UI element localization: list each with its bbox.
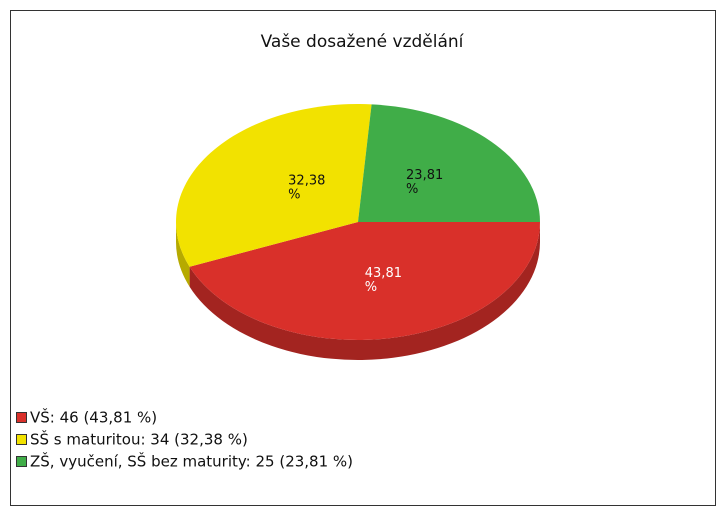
legend-label: ZŠ, vyučení, SŠ bez maturity: 25 (23,81 … (30, 452, 353, 471)
slice-side (189, 222, 540, 360)
data-label-part: % (365, 279, 377, 294)
slice-side (176, 222, 190, 287)
data-label-part: % (288, 187, 300, 202)
legend-label: VŠ: 46 (43,81 %) (30, 408, 157, 427)
chart-title: Vaše dosažené vzdělání (261, 32, 465, 52)
legend-label: SŠ s maturitou: 34 (32,38 %) (30, 430, 248, 449)
legend-swatch (16, 434, 27, 445)
data-label-part: 23,81 (406, 167, 443, 182)
data-label: 32,38% (288, 173, 325, 202)
data-label-part: % (406, 181, 418, 196)
slice (176, 103, 372, 267)
data-label: 23,81% (406, 167, 443, 196)
legend-swatch (16, 412, 27, 423)
data-label-part: 32,38 (288, 173, 325, 188)
slice (358, 104, 540, 222)
slice (189, 222, 540, 341)
legend-swatch (16, 456, 27, 467)
data-label-part: 43,81 (365, 265, 402, 280)
data-label: 43,81% (365, 265, 402, 294)
